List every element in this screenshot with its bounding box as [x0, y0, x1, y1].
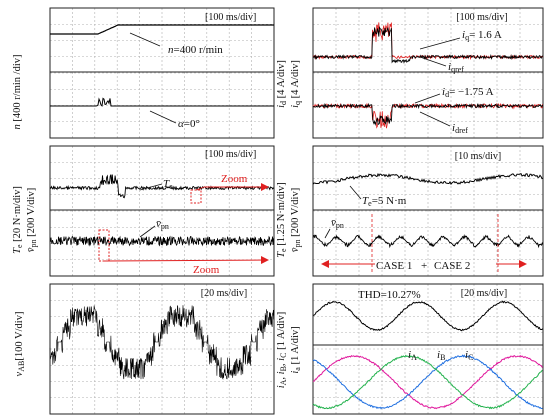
panel-a [49, 7, 275, 139]
annotation-ia: iA [408, 349, 417, 362]
annotation-zoom-2: Zoom [193, 264, 220, 276]
annotations-d: Te=5 N·m v̄pn CASE 1 + CASE 2 [321, 185, 527, 272]
trace-ia [312, 354, 543, 410]
annotation-id: id= −1.75 A [442, 86, 494, 99]
trace-alpha [50, 97, 274, 107]
annotations-a: n=400 r/min α=0° [129, 32, 223, 130]
panel-f [312, 283, 544, 415]
trace-id [312, 102, 543, 126]
annotations-b: iq= 1.6 A iqref id= −1.75 A idref [414, 29, 502, 135]
panel-c [49, 145, 275, 277]
trace-vpn [49, 235, 275, 247]
annotations-c: Te Zoom v̄pn Zoom [98, 173, 269, 276]
panel-d [312, 145, 544, 277]
annotation-ic: iC [465, 349, 473, 362]
scale-label-b: [100 ms/div] [456, 12, 507, 23]
trace-ib [312, 354, 543, 410]
ylabel-iabc: iA, iB, iC [1 A/div] [276, 312, 288, 389]
ylabel-ia: ia [1 A/div] [290, 326, 302, 373]
annotation-thd: THD=10.27% [358, 289, 421, 301]
panel-e [49, 283, 275, 415]
ylabel-iq: iq [4 A/div] [290, 60, 302, 108]
annotation-case1: CASE 1 [376, 260, 412, 272]
annotation-te: Te [163, 178, 173, 191]
annotation-iq: iq= 1.6 A [462, 29, 502, 42]
annotation-vpn: v̄pn [156, 218, 169, 231]
trace-ic [312, 354, 543, 410]
scale-label-e: [20 ms/div] [201, 288, 247, 299]
trace-speed-n [50, 24, 274, 35]
annotations-f: THD=10.27% iA iB iC [358, 289, 473, 362]
annotation-case2: CASE 2 [434, 260, 470, 272]
scale-label-c: [100 ms/div] [205, 149, 256, 160]
annotation-vpn-2: v̄pn [331, 217, 344, 230]
trace-te-zoom [312, 172, 544, 186]
trace-iq [312, 25, 543, 64]
scale-label-d: [10 ms/div] [455, 151, 501, 162]
trace-ia [312, 300, 543, 332]
annotation-n: n=400 r/min [168, 44, 223, 56]
ylabel-vpn-2: v̄pn [200 V/div] [290, 188, 302, 252]
panel-b [312, 7, 544, 139]
annotation-idref: idref [452, 122, 468, 135]
annotation-iqref: iqref [448, 61, 464, 74]
ylabel-te: Te [20 N·m/div] [12, 186, 24, 254]
ylabel-n: n [400 r/min /div] [12, 55, 23, 130]
scale-label-a: [100 ms/div] [205, 12, 256, 23]
ylabel-te-2: Te [1.25 N·m/div] [276, 182, 288, 258]
annotation-ib: iB [437, 349, 445, 362]
annotation-te-5nm: Te=5 N·m [362, 195, 407, 208]
annotation-zoom-1: Zoom [221, 173, 248, 185]
trace-te [50, 174, 275, 199]
annotation-alpha: α=0° [178, 118, 200, 130]
ylabel-vpn: v̄pn [200 V/div] [26, 188, 38, 252]
ylabel-vab: vAB[100 V/div] [14, 312, 26, 377]
svg-text:+: + [421, 260, 427, 272]
ylabel-id: id [4 A/div] [276, 60, 288, 108]
trace-vpn-zoom [312, 233, 544, 249]
trace-vab [49, 305, 275, 380]
scale-label-f: [20 ms/div] [461, 288, 507, 299]
